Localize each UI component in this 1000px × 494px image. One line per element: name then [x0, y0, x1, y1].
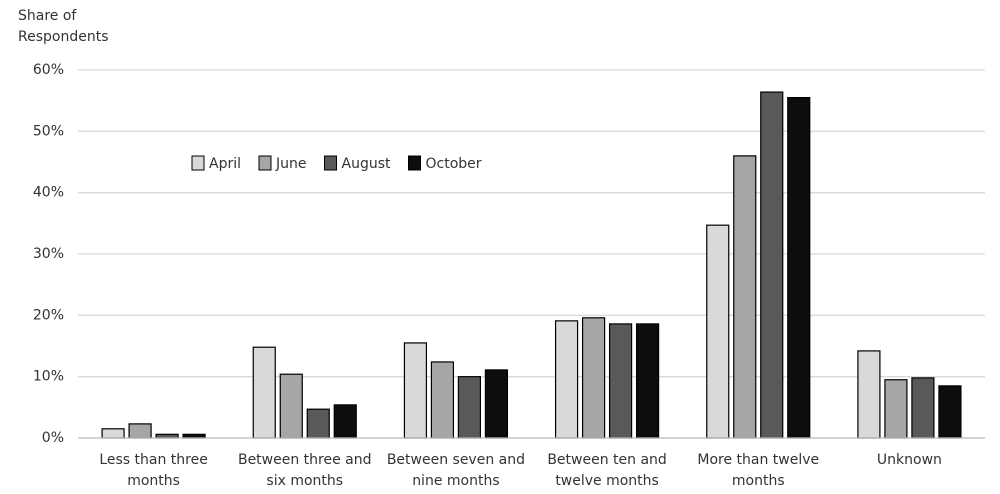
bar [733, 155, 757, 439]
bar [279, 373, 303, 439]
bar [333, 404, 357, 439]
legend-swatch [258, 155, 272, 171]
bar [635, 323, 660, 439]
bar [857, 350, 881, 439]
bar [252, 346, 276, 439]
y-axis-label: Share of Respondents [18, 8, 109, 45]
x-tick-label: Less than three months [99, 452, 208, 489]
bar [608, 323, 633, 439]
bar [787, 96, 811, 439]
bar [911, 377, 935, 439]
y-tick-label: 60% [33, 62, 64, 78]
bar [938, 385, 962, 439]
legend-swatch [324, 155, 337, 171]
bar [101, 428, 125, 439]
bar [706, 224, 730, 439]
bar [457, 376, 482, 439]
bar [554, 320, 579, 439]
legend-label: October [426, 156, 482, 172]
bar [884, 379, 908, 439]
bar [760, 91, 784, 439]
bar [403, 342, 428, 439]
legend-swatch [191, 155, 205, 171]
bar [128, 423, 152, 439]
y-tick-label: 0% [42, 430, 64, 446]
x-tick-label: More than twelve months [697, 452, 820, 489]
bar [306, 408, 330, 439]
x-tick-label: Between seven and nine months [386, 452, 525, 489]
legend-label: August [342, 156, 392, 172]
legend-label: June [275, 156, 307, 172]
y-tick-label: 50% [33, 123, 64, 139]
x-tick-label: Unknown [876, 452, 942, 468]
x-tick-label: Between ten and twelve months [547, 452, 667, 489]
bar [430, 361, 455, 439]
y-tick-label: 20% [33, 307, 64, 323]
legend-label: April [209, 156, 241, 172]
bar [484, 369, 509, 439]
y-tick-label: 10% [33, 369, 64, 385]
legend-swatch [408, 155, 421, 171]
bar [581, 317, 606, 439]
x-tick-label: Between three and six months [237, 452, 372, 489]
y-tick-label: 30% [33, 246, 64, 262]
y-tick-label: 40% [33, 185, 64, 201]
